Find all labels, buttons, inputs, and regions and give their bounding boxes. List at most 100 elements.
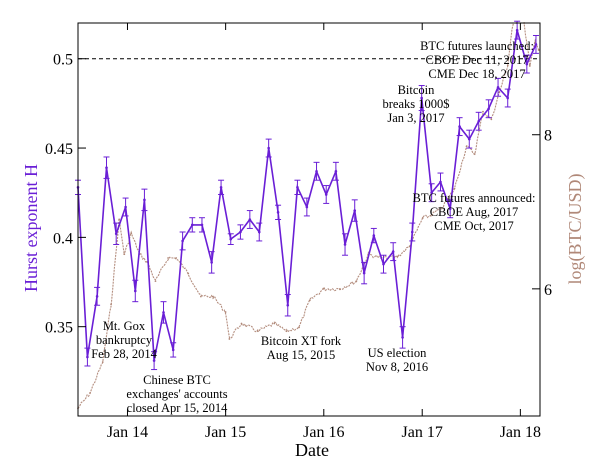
annotation-futures-launched-line-2: CBOE Dec 11, 2017 (426, 53, 529, 67)
price-point-9 (154, 280, 157, 283)
hurst-point-16 (229, 237, 233, 241)
hurst-point-30 (362, 271, 366, 275)
hurst-point-20 (267, 146, 270, 150)
hurst-point-38 (439, 180, 442, 184)
price-point-1 (89, 391, 92, 394)
price-point-4 (118, 218, 121, 221)
y-tick-label-3: 0.5 (53, 52, 73, 69)
hurst-point-12 (190, 223, 194, 227)
price-point-6 (130, 232, 133, 235)
price-point-25 (355, 280, 358, 283)
annotation-bitcoin-1000: Bitcoin breaks 1000$ Jan 3, 2017 (383, 83, 450, 125)
hurst-point-2 (95, 295, 99, 298)
annotation-futures-launched-line-1: BTC futures launched: (420, 39, 534, 53)
price-point-38 (498, 91, 501, 94)
hurst-point-19 (257, 230, 261, 234)
price-point-11 (175, 257, 178, 259)
hurst-point-5 (124, 205, 127, 209)
price-point-39 (506, 64, 509, 67)
annotation-us-election-line-1: US election (368, 346, 427, 360)
hurst-point-10 (171, 348, 175, 352)
hurst-point-7 (143, 198, 146, 202)
annotation-bitcoin-xt-fork-line-2: Aug 15, 2015 (267, 348, 335, 362)
annotation-chinese-exchanges-line-1: Chinese BTC (143, 373, 211, 387)
price-point-2 (101, 361, 104, 363)
price-point-12 (187, 272, 190, 275)
price-point-16 (228, 338, 231, 340)
price-point-35 (473, 153, 476, 155)
x-tick-label-3: Jan 17 (402, 424, 443, 441)
annotation-futures-announced-line-3: CME Oct, 2017 (434, 219, 514, 233)
price-point-17 (240, 322, 243, 325)
hurst-point-36 (420, 96, 423, 100)
price-point-20 (285, 330, 288, 333)
price-series-line (77, 22, 540, 409)
price-point-5 (123, 253, 126, 256)
price-point-32 (440, 207, 443, 209)
annotation-bitcoin-xt-fork: Bitcoin XT fork Aug 15, 2015 (261, 334, 342, 362)
annotation-futures-launched-line-3: CME Dec 18, 2017 (428, 67, 525, 81)
y-right-tick-label-1: 8 (544, 128, 552, 145)
annotation-futures-launched: BTC futures launched: CBOE Dec 11, 2017 … (420, 39, 534, 81)
axis-ticks: Jan 14 Jan 15 Jan 16 Jan 17 Jan 18 0.35 0.4 0.4… (45, 23, 552, 441)
annotation-mt-gox-line-3: Feb 28, 2014 (91, 347, 157, 361)
hurst-point-43 (487, 107, 490, 111)
hurst-point-35 (410, 230, 414, 234)
y-right-tick-label-0: 6 (544, 282, 552, 299)
price-point-18 (257, 330, 259, 333)
price-point-19 (273, 322, 276, 325)
hurst-point-8 (152, 359, 156, 362)
annotation-chinese-exchanges: Chinese BTC exchanges' accounts closed A… (126, 373, 228, 415)
hurst-point-33 (391, 250, 395, 253)
price-point-3 (110, 303, 112, 306)
hurst-point-21 (276, 211, 280, 214)
y-tick-label-2: 0.45 (45, 141, 73, 158)
hurst-point-31 (372, 234, 376, 237)
price-point-15 (224, 311, 227, 313)
price-point-44 (537, 49, 540, 51)
hurst-point-46 (515, 28, 519, 32)
x-tick-label-0: Jan 14 (107, 424, 148, 441)
price-point-30 (421, 217, 424, 219)
annotation-futures-announced-line-1: BTC futures announced: (413, 191, 536, 205)
hurst-point-18 (248, 218, 252, 221)
price-point-36 (482, 110, 484, 113)
annotation-futures-announced: BTC futures announced: CBOE Aug, 2017 CM… (413, 191, 536, 233)
hurst-point-25 (315, 169, 318, 173)
hurst-point-9 (162, 311, 165, 314)
hurst-point-23 (296, 186, 299, 189)
hurst-point-34 (401, 336, 404, 339)
hurst-point-1 (86, 355, 89, 359)
hurst-point-22 (286, 303, 290, 307)
price-point-24 (339, 287, 341, 290)
hurst-series-layer (75, 20, 539, 371)
y-axis-title: Hurst exponent H (21, 164, 41, 292)
y-tick-label-1: 0.4 (53, 230, 73, 247)
annotation-bitcoin-1000-line-2: breaks 1000$ (383, 97, 450, 111)
price-point-22 (308, 299, 311, 302)
annotation-mt-gox: Mt. Gox bankruptcy Feb 28, 2014 (91, 319, 157, 361)
annotation-chinese-exchanges-line-3: closed Apr 15, 2014 (127, 401, 228, 415)
y-tick-label-0: 0.35 (45, 320, 73, 337)
annotation-bitcoin-1000-line-3: Jan 3, 2017 (387, 111, 444, 125)
annotation-mt-gox-line-1: Mt. Gox (103, 319, 146, 333)
price-point-31 (429, 214, 432, 217)
price-point-23 (322, 287, 325, 290)
price-point-29 (408, 245, 411, 248)
hurst-point-24 (305, 205, 309, 209)
hurst-point-15 (219, 186, 223, 189)
annotation-us-election-line-2: Nov 8, 2016 (366, 360, 428, 374)
hurst-point-4 (114, 232, 118, 236)
price-point-34 (465, 145, 468, 148)
price-point-10 (167, 257, 169, 259)
hurst-point-39 (448, 207, 452, 211)
price-point-14 (212, 295, 214, 298)
annotation-bitcoin-1000-line-1: Bitcoin (398, 83, 436, 97)
hurst-point-42 (477, 119, 480, 123)
hurst-point-13 (200, 223, 204, 227)
annotation-futures-announced-line-2: CBOE Aug, 2017 (430, 205, 519, 219)
hurst-point-48 (534, 43, 538, 46)
plot-frame (77, 22, 541, 417)
hurst-point-44 (496, 86, 500, 89)
